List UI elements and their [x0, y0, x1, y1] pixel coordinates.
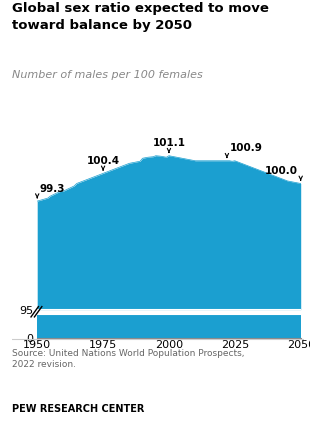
Text: PEW RESEARCH CENTER: PEW RESEARCH CENTER [12, 404, 145, 414]
Text: Number of males per 100 females: Number of males per 100 females [12, 70, 203, 80]
Text: 99.3: 99.3 [40, 184, 65, 194]
Text: 100.4: 100.4 [86, 156, 120, 166]
Text: Global sex ratio expected to move
toward balance by 2050: Global sex ratio expected to move toward… [12, 3, 269, 32]
Text: 101.1: 101.1 [153, 138, 185, 148]
Text: 100.0: 100.0 [265, 166, 298, 176]
Text: Source: United Nations World Population Prospects,
2022 revision.: Source: United Nations World Population … [12, 349, 245, 369]
Text: 100.9: 100.9 [230, 143, 263, 153]
